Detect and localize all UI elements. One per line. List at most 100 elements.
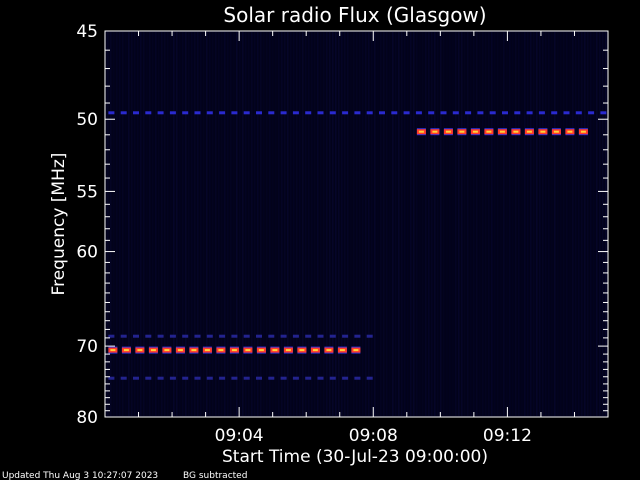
noise-streak xyxy=(359,32,361,416)
signal-band-segment xyxy=(428,111,435,115)
noise-streak xyxy=(512,32,514,416)
noise-streak xyxy=(134,32,136,416)
footer-updated-text: Updated Thu Aug 3 10:27:07 2023 xyxy=(2,471,158,480)
noise-streak xyxy=(251,32,253,416)
noise-streak xyxy=(440,32,442,416)
noise-streak xyxy=(203,32,205,416)
signal-band-core xyxy=(540,130,546,133)
background-noise-streaks xyxy=(107,32,607,416)
signal-band-segment xyxy=(194,111,201,115)
signal-band-segment xyxy=(391,111,398,115)
noise-streak xyxy=(569,32,571,416)
noise-streak xyxy=(515,32,517,416)
signal-band-segment xyxy=(133,111,139,115)
signal-band-segment xyxy=(305,334,312,338)
signal-band-segment xyxy=(477,111,484,115)
noise-streak xyxy=(527,32,529,416)
y-tick-label: 45 xyxy=(76,22,98,42)
noise-streak xyxy=(302,32,304,416)
noise-streak xyxy=(248,32,250,416)
noise-streak xyxy=(326,32,328,416)
noise-streak xyxy=(395,32,397,416)
noise-streak xyxy=(371,32,373,416)
signal-band-segment xyxy=(305,111,312,115)
y-tick-label: 70 xyxy=(76,337,98,357)
noise-streak xyxy=(278,32,280,416)
noise-streak xyxy=(182,32,184,416)
noise-streak xyxy=(446,32,448,416)
signal-band-segment xyxy=(379,111,385,115)
signal-band-segment xyxy=(575,111,582,115)
noise-streak xyxy=(230,32,232,416)
noise-streak xyxy=(197,32,199,416)
noise-streak xyxy=(236,32,238,416)
noise-streak xyxy=(431,32,433,416)
signal-band-segment xyxy=(588,111,595,115)
noise-streak xyxy=(518,32,520,416)
signal-band-core xyxy=(231,349,237,352)
noise-streak xyxy=(176,32,178,416)
signal-band-segment xyxy=(415,111,422,115)
noise-streak xyxy=(170,32,172,416)
noise-streak xyxy=(368,32,370,416)
noise-streak xyxy=(506,32,508,416)
noise-streak xyxy=(143,32,145,416)
noise-streak xyxy=(353,32,355,416)
noise-streak xyxy=(557,32,559,416)
signal-band-segment xyxy=(231,334,238,338)
signal-band-segment xyxy=(292,376,299,380)
noise-streak xyxy=(374,32,376,416)
noise-streak xyxy=(365,32,367,416)
signal-band-segment xyxy=(489,111,496,115)
signal-band-segment xyxy=(280,334,287,338)
noise-streak xyxy=(560,32,562,416)
noise-streak xyxy=(329,32,331,416)
signal-band-core xyxy=(499,130,505,133)
noise-streak xyxy=(362,32,364,416)
noise-streak xyxy=(536,32,538,416)
noise-streak xyxy=(305,32,307,416)
noise-streak xyxy=(146,32,148,416)
noise-streak xyxy=(296,32,298,416)
noise-streak xyxy=(548,32,550,416)
footer-note-text: BG subtracted xyxy=(183,471,247,480)
signal-band-segment xyxy=(206,376,213,380)
chart-title: Solar radio Flux (Glasgow) xyxy=(223,3,486,27)
signal-band-core xyxy=(150,349,156,352)
noise-streak xyxy=(308,32,310,416)
noise-streak xyxy=(218,32,220,416)
noise-streak xyxy=(410,32,412,416)
signal-band-core xyxy=(164,349,170,352)
noise-streak xyxy=(116,32,118,416)
noise-streak xyxy=(437,32,439,416)
noise-streak xyxy=(254,32,256,416)
noise-streak xyxy=(212,32,214,416)
signal-band-segment xyxy=(342,111,349,115)
noise-streak xyxy=(575,32,577,416)
noise-streak xyxy=(173,32,175,416)
noise-streak xyxy=(149,32,151,416)
signal-band-segment xyxy=(145,334,152,338)
noise-streak xyxy=(584,32,586,416)
noise-streak xyxy=(509,32,511,416)
noise-streak xyxy=(428,32,430,416)
noise-streak xyxy=(119,32,121,416)
noise-streak xyxy=(338,32,340,416)
signal-band-core xyxy=(177,349,183,352)
noise-streak xyxy=(497,32,499,416)
signal-band-segment xyxy=(366,334,373,338)
noise-streak xyxy=(488,32,490,416)
noise-streak xyxy=(533,32,535,416)
signal-band-segment xyxy=(465,111,472,115)
noise-streak xyxy=(224,32,226,416)
noise-streak xyxy=(335,32,337,416)
noise-streak xyxy=(299,32,301,416)
noise-streak xyxy=(539,32,541,416)
signal-band-segment xyxy=(169,111,176,115)
y-tick-label: 60 xyxy=(76,243,98,263)
noise-streak xyxy=(110,32,112,416)
noise-streak xyxy=(482,32,484,416)
noise-streak xyxy=(491,32,493,416)
noise-streak xyxy=(503,32,505,416)
noise-streak xyxy=(233,32,235,416)
